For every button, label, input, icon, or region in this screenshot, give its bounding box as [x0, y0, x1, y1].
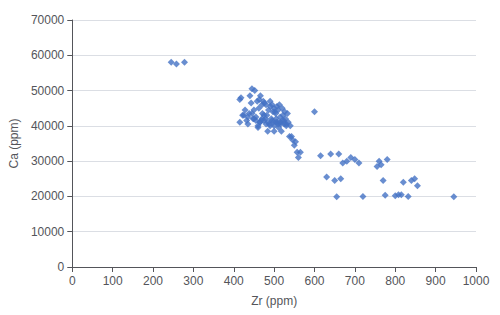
svg-text:600: 600 — [304, 274, 324, 288]
svg-text:100: 100 — [103, 274, 123, 288]
svg-text:50000: 50000 — [31, 84, 65, 98]
svg-text:60000: 60000 — [31, 48, 65, 62]
svg-text:700: 700 — [345, 274, 365, 288]
svg-text:0: 0 — [58, 260, 65, 274]
svg-text:Ca (ppm): Ca (ppm) — [7, 118, 21, 168]
svg-text:400: 400 — [224, 274, 244, 288]
svg-text:70000: 70000 — [31, 13, 65, 27]
svg-text:Zr (ppm): Zr (ppm) — [251, 294, 297, 308]
svg-text:10000: 10000 — [31, 225, 65, 239]
svg-text:200: 200 — [143, 274, 163, 288]
svg-text:0: 0 — [69, 274, 76, 288]
svg-text:800: 800 — [385, 274, 405, 288]
svg-text:1000: 1000 — [463, 274, 490, 288]
svg-text:20000: 20000 — [31, 189, 65, 203]
svg-text:500: 500 — [264, 274, 284, 288]
svg-text:300: 300 — [183, 274, 203, 288]
svg-text:30000: 30000 — [31, 154, 65, 168]
svg-text:40000: 40000 — [31, 119, 65, 133]
svg-text:900: 900 — [426, 274, 446, 288]
